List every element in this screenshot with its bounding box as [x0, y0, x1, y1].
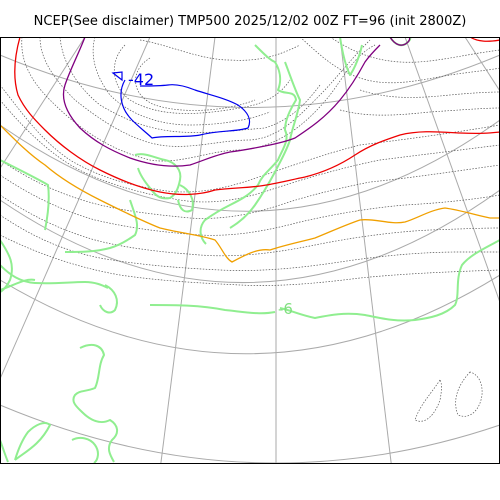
isotherm — [329, 37, 499, 63]
isotherm-red-top — [469, 37, 499, 42]
latitude-line — [1, 54, 499, 108]
map-title: NCEP(See disclaimer) TMP500 2025/12/02 0… — [33, 14, 467, 29]
isotherm — [1, 175, 499, 236]
isotherm — [135, 57, 256, 111]
isotherm — [39, 37, 371, 147]
isotherm — [339, 107, 499, 116]
isotherm — [1, 195, 499, 257]
isotherm — [92, 37, 271, 126]
coastline-hudson — [1, 264, 109, 289]
coastline-bottom-left — [1, 439, 9, 463]
coastline-baffin — [64, 199, 139, 253]
coastline-labrador — [99, 284, 118, 314]
isotherm — [1, 100, 499, 203]
coastline-norway — [339, 37, 363, 76]
coastline-islands — [177, 184, 194, 213]
isotherm-purple — [62, 37, 411, 167]
latitude-lines — [1, 54, 499, 463]
coastline-europe — [279, 239, 499, 322]
coastline-america-south — [71, 436, 99, 463]
minor-isotherms — [1, 37, 499, 422]
isotherm-minus42 — [120, 79, 251, 139]
isotherm — [414, 379, 442, 422]
isotherm — [359, 89, 499, 98]
isotherm — [1, 160, 499, 219]
isotherm — [1, 215, 499, 271]
isotherm-orange — [1, 125, 499, 263]
contour-label-minus42: -42 — [128, 70, 154, 89]
coastline-europe-inner — [149, 304, 276, 315]
latitude-line — [1, 275, 499, 355]
latitude-line — [1, 190, 499, 283]
meridian-line — [1, 37, 151, 378]
map-frame — [0, 37, 500, 464]
isotherm — [299, 37, 499, 84]
coastline-america — [72, 343, 118, 463]
coastline-islands — [134, 153, 182, 200]
isotherm — [59, 37, 321, 133]
isotherm — [21, 37, 376, 162]
coastlines — [1, 37, 499, 463]
isotherm — [1, 85, 499, 193]
meridian-line — [160, 37, 216, 463]
isotherm — [1, 235, 499, 286]
meridian-line — [1, 37, 86, 168]
meridian-line — [404, 37, 499, 302]
coastline-bottom — [1, 159, 50, 231]
meridian-line — [339, 37, 392, 463]
coastline-greenland — [199, 44, 297, 245]
coastline-lake — [1, 239, 13, 293]
isotherm-minus42-small — [111, 71, 123, 82]
latitude-line — [1, 404, 499, 463]
isotherm-red — [14, 37, 499, 196]
coastline-greenland-east — [229, 61, 301, 229]
meridian-lines — [1, 37, 499, 463]
contour-label-minus6: -6 — [278, 300, 293, 318]
coastline-florida — [14, 422, 51, 461]
isotherm — [455, 371, 483, 417]
